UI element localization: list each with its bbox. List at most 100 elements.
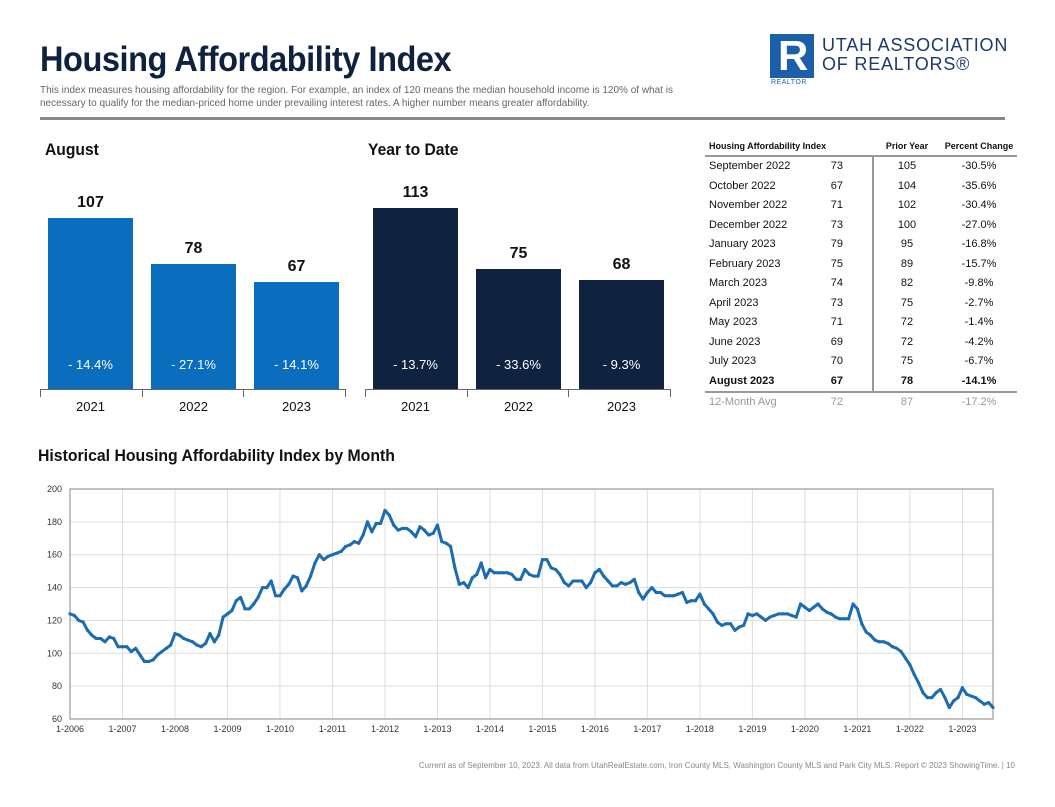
data-point [335,551,339,555]
data-point [427,533,431,537]
table-row: April 2023 73 75 -2.7% [705,294,1017,314]
data-point [230,608,234,613]
data-point [676,592,680,596]
data-point [847,617,851,621]
table-cell: 71 [830,199,843,211]
data-point [383,508,387,512]
data-point [755,612,759,616]
data-point [466,585,470,590]
data-point [125,645,129,649]
table-row: January 2023 79 95 -16.8% [705,235,1017,255]
y-tick-label: 160 [47,550,62,560]
ytd-bar-value: 75 [509,245,528,262]
table-cell: 102 [897,199,917,211]
page-description: This index measures housing affordabilit… [40,85,673,109]
table-cell: December 2022 [709,218,788,231]
month-bar-value: 67 [287,257,306,275]
data-point [462,581,466,585]
data-point [816,602,820,606]
data-point [615,584,619,588]
data-point [588,581,593,585]
data-point [956,696,960,700]
data-point [540,558,545,562]
data-point [908,663,912,667]
data-point [794,615,798,619]
data-point [343,544,348,549]
table-cell: January 2023 [709,238,776,250]
logo-org-name: UTAH ASSOCIATION OF REALTORS® [822,36,1008,74]
data-point [549,566,553,570]
page-title: Housing Affordability Index [40,40,452,79]
table-cell: 67 [830,179,843,192]
month-bar-value: 78 [184,240,203,258]
data-point [952,699,956,703]
x-tick-label: 1-2020 [791,724,819,734]
data-point [571,579,575,583]
data-point [413,535,418,539]
data-point [938,687,943,692]
table-cell: 95 [900,238,914,250]
data-point [99,636,103,641]
ytd-bar-value: 68 [612,256,631,274]
data-point [295,576,300,580]
y-tick-label: 80 [52,681,62,691]
ytd-bar-2021 [373,208,458,389]
data-point [851,602,855,606]
data-point [173,631,177,636]
data-point [855,607,859,611]
table-row: September 2022 73 105 -30.5% [705,157,1017,177]
data-point [107,635,111,639]
data-point [85,628,90,632]
table-row: November 2022 71 102 -30.4% [705,196,1017,216]
data-point [711,612,715,616]
y-tick-label: 100 [47,648,62,658]
data-point [702,602,706,606]
logo-mark: R [778,32,809,79]
table-cell: 73 [830,218,843,231]
data-point [632,577,636,581]
data-point [448,544,453,549]
data-point [650,585,654,590]
data-point [273,594,278,598]
data-point [374,521,378,526]
data-point [409,530,413,534]
data-point [829,612,833,616]
data-point [265,585,269,590]
x-tick-label: 1-2010 [266,724,294,734]
data-point [483,576,488,580]
table-cell: 72 [830,396,843,408]
footer-note: Current as of September 10, 2023. All da… [418,761,1015,770]
data-point [182,636,186,641]
table-cell: 67 [830,374,843,387]
data-point [733,628,737,632]
data-point [838,617,842,621]
data-point [138,653,142,657]
realtor-r-icon: R [770,34,814,78]
data-point [169,643,173,647]
data-point [912,673,916,677]
data-point [707,607,711,611]
data-point [510,572,514,577]
data-point [396,528,400,532]
data-point [882,640,886,644]
data-point [527,572,531,577]
data-point [352,539,356,544]
data-point [781,612,785,616]
data-point [77,618,81,623]
data-point [742,623,746,627]
logo-line-1: UTAH ASSOCIATION [822,35,1009,55]
data-point [860,622,864,626]
header-divider [40,117,1005,120]
data-point [208,631,212,636]
data-point [597,567,601,572]
data-point [278,594,282,598]
data-point [212,640,216,644]
data-point [313,561,317,565]
data-point [987,700,991,705]
data-point [693,599,698,603]
table-cell: -2.7% [964,296,994,309]
table-cell: 82 [900,277,914,289]
data-point [658,590,663,595]
month-year-label: 2021 [76,399,105,414]
data-point [982,702,986,706]
